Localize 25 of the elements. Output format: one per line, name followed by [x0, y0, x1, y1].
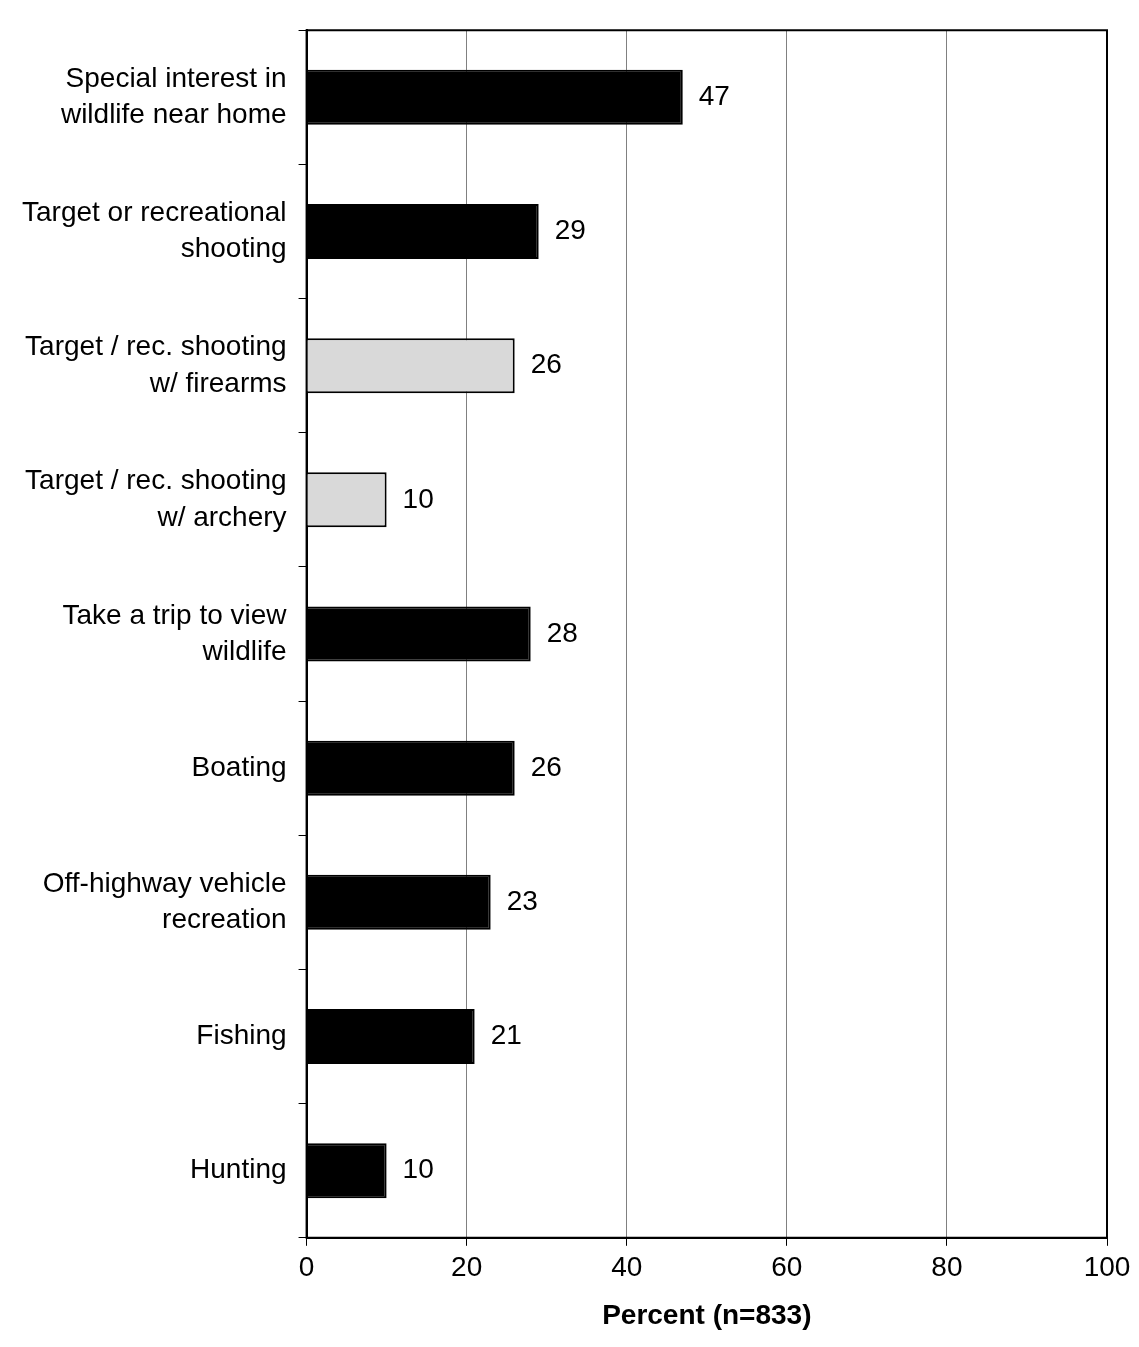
data-label: 47 [698, 80, 730, 112]
x-axis-title: Percent (n=833) [602, 1298, 812, 1330]
y-tick-label: Hunting [190, 1153, 287, 1185]
x-tick-label: 100 [1083, 1251, 1131, 1283]
y-tick-label: Target or recreational shooting [22, 195, 287, 264]
data-label: 26 [530, 750, 562, 782]
x-tick-label: 20 [451, 1251, 483, 1283]
data-label: 10 [402, 1153, 434, 1185]
x-tick-label: 0 [298, 1251, 315, 1283]
data-label: 28 [546, 616, 578, 648]
y-tick-label: Target / rec. shooting w/ archery [25, 464, 287, 532]
data-label: 26 [530, 348, 562, 380]
data-label: 29 [554, 214, 586, 246]
data-label: 23 [506, 885, 538, 917]
y-tick-label: Take a trip to view wildlife [62, 598, 288, 666]
data-label: 21 [490, 1019, 522, 1051]
x-tick-label: 60 [771, 1251, 803, 1283]
y-tick-label: Special interest in wildlife near home [59, 61, 287, 130]
x-tick-label: 40 [611, 1251, 643, 1283]
x-tick-label: 80 [931, 1251, 963, 1283]
y-tick-label: Target / rec. shooting w/ firearms [25, 330, 287, 398]
y-tick-label: Boating [191, 750, 287, 782]
data-label: 10 [402, 482, 434, 514]
y-tick-label: Off-highway vehicle recreation [42, 866, 287, 935]
y-tick-label: Fishing [196, 1019, 287, 1051]
